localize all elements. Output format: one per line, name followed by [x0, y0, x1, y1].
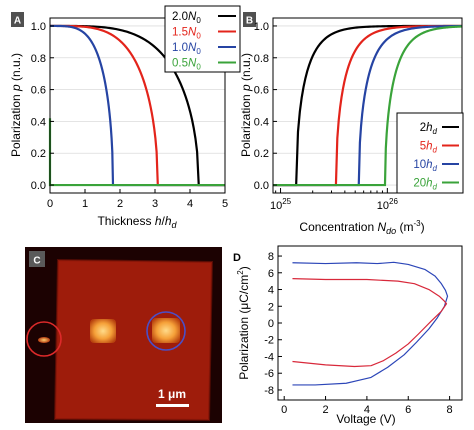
panel-c-scale-bar-label: 1 μm [158, 387, 186, 401]
panel-c-film-edge [53, 258, 214, 422]
panel-d-ticks: -8 -6 -4 -2 0 2 4 6 8 0 2 4 6 8 [264, 251, 452, 416]
panel-b-legend-label-2: 10hd [413, 159, 437, 173]
panel-d-x-axis-label: Voltage (V) [336, 412, 395, 426]
panel-a-legend-label-2: 1.0N0 [172, 42, 201, 56]
panel-b-y-tick-label-2: 0.4 [254, 116, 269, 128]
panel-b-legend-label-1: 5hd [420, 141, 438, 155]
panel-a-legend-label-1: 1.5N0 [172, 27, 201, 41]
panel-a-x-tick-label-2: 2 [117, 198, 123, 210]
panel-a-x-tick-label-3: 3 [152, 198, 158, 210]
panel-b-curves [273, 24, 463, 187]
panel-d-x-tick-label-0: 0 [281, 404, 287, 416]
panel-b-y-tick-label-4: 0.8 [254, 53, 269, 65]
panel-b-y-tick-label-3: 0.6 [254, 85, 269, 97]
panel-b: B 0.0 0.2 0.4 0.6 0.8 1.0 1025 1026 Concentrati… [239, 12, 464, 236]
panel-d-y-tick-label-3: -2 [264, 335, 274, 347]
panel-c-bright-domain [90, 319, 116, 343]
panel-a-x-tick-label-0: 0 [47, 198, 53, 210]
panel-a-ticks: 0.0 0.2 0.4 0.6 0.8 1.0 0 1 2 3 4 5 [31, 21, 228, 210]
panel-b-y-tick-label-1: 0.2 [254, 148, 269, 160]
panel-d-x-tick-label-3: 6 [405, 404, 411, 416]
panel-a-x-tick-label-4: 4 [187, 198, 193, 210]
panel-b-legend: 2hd 5hd 10hd 20hd [396, 112, 464, 194]
panel-d-y-tick-label-2: -4 [264, 351, 274, 363]
panel-c: 1 μm C [25, 247, 222, 423]
panel-b-ticks: 0.0 0.2 0.4 0.6 0.8 1.0 1025 1026 [254, 21, 453, 212]
panel-d-x-tick-label-2: 4 [364, 404, 370, 416]
panel-b-frame [272, 17, 463, 194]
panel-d-y-tick-label-1: -6 [264, 368, 274, 380]
panel-a-y-axis-label: Polarization p (n.u.) [9, 53, 23, 157]
panel-a-x-axis-label: Thickness h/hd [97, 214, 177, 230]
panel-a-letter: A [14, 16, 21, 27]
panel-b-y-axis-label: Polarization p (n.u.) [239, 53, 253, 157]
panel-c-film [55, 260, 212, 420]
panel-d-x-tick-label-4: 8 [447, 404, 453, 416]
panel-b-legend-label-3: 20hd [413, 178, 437, 192]
panel-c-scale-bar [156, 404, 189, 407]
panel-a-frame [49, 17, 226, 194]
panel-d: D -8 -6 -4 -2 0 2 4 6 8 0 2 4 6 8 Voltage (V) Polariz… [233, 245, 463, 426]
panel-d-letter: D [233, 252, 241, 264]
panel-b-badge [243, 12, 256, 27]
panel-a-y-tick-label-1: 0.2 [31, 148, 46, 160]
panel-b-x-tick-label-1: 1026 [377, 197, 399, 212]
panel-a: A 0.0 0.2 0.4 0.6 0.8 1.0 0 1 2 3 4 5 Thickness h/h… [9, 5, 241, 230]
panel-b-series-line-2 [273, 24, 463, 187]
panel-a-x-tick-label-5: 5 [222, 198, 228, 210]
panel-d-y-tick-label-8: 8 [268, 251, 274, 263]
panel-a-y-tick-label-5: 1.0 [31, 21, 46, 33]
panel-d-y-tick-label-5: 2 [268, 301, 274, 313]
panel-d-y-tick-label-6: 4 [268, 285, 274, 297]
panel-a-y-tick-label-0: 0.0 [31, 180, 46, 192]
panel-a-legend-label-0: 2.0N0 [172, 11, 201, 25]
panel-a-y-tick-label-4: 0.8 [31, 53, 46, 65]
panel-b-y-tick-label-0: 0.0 [254, 180, 269, 192]
panel-b-y-tick-label-5: 1.0 [254, 21, 269, 33]
panel-d-loop-1 [292, 278, 448, 368]
panel-b-series-line-3 [273, 25, 463, 187]
panel-c-letter: C [33, 256, 40, 267]
panel-d-y-tick-label-7: 6 [268, 268, 274, 280]
panel-d-loop-0 [292, 261, 449, 386]
panel-d-y-axis-label: Polarization (μC/cm2) [236, 266, 251, 379]
panel-a-badge [11, 12, 24, 27]
panel-a-series-line-2 [50, 24, 226, 187]
panel-b-x-axis-label: Concentration Ndo (m-3) [299, 219, 424, 236]
panel-c-circled-domain [152, 318, 180, 343]
panel-d-y-tick-label-0: -8 [264, 385, 274, 397]
panel-c-badge [29, 251, 45, 267]
panel-a-y-tick-label-3: 0.6 [31, 85, 46, 97]
panel-c-red-circle-marker [26, 321, 62, 357]
panel-b-legend-label-0: 2hd [420, 122, 438, 136]
panel-a-y-tick-label-2: 0.4 [31, 116, 46, 128]
panel-a-x-tick-label-1: 1 [82, 198, 88, 210]
panel-b-x-tick-label-0: 1025 [270, 197, 292, 212]
panel-c-edge-domain [38, 337, 50, 343]
panel-c-blue-circle-marker [146, 311, 186, 351]
panel-d-x-tick-label-1: 2 [322, 404, 328, 416]
panel-d-curves [292, 261, 449, 386]
panel-d-y-tick-label-4: 0 [268, 318, 274, 330]
panel-a-legend-label-3: 0.5N0 [172, 58, 201, 72]
panel-b-letter: B [246, 16, 253, 27]
panel-d-frame [277, 245, 463, 401]
